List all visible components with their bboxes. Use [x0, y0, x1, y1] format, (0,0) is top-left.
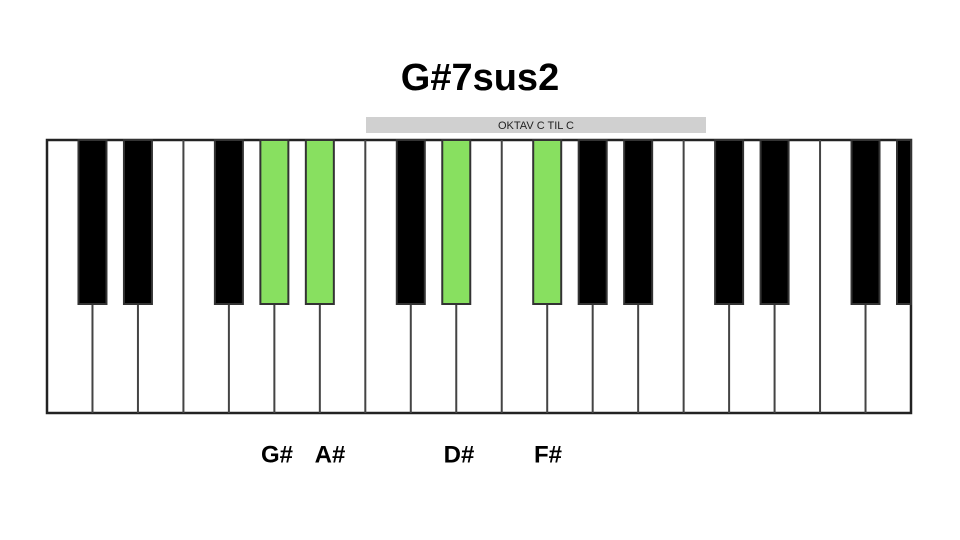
black-key — [213, 139, 244, 305]
black-key — [759, 139, 790, 305]
title: G#7sus2 — [401, 57, 559, 99]
octave-bar — [366, 117, 706, 133]
highlighted-black-key — [441, 139, 472, 305]
black-key — [577, 139, 608, 305]
highlighted-black-key — [304, 139, 335, 305]
black-key — [896, 139, 912, 305]
note-label: F# — [534, 441, 562, 468]
note-label: G# — [261, 441, 293, 468]
black-key — [395, 139, 426, 305]
black-key — [850, 139, 881, 305]
note-label: D# — [444, 441, 475, 468]
note-label: A# — [315, 441, 346, 468]
keyboard — [45, 138, 913, 415]
black-key — [623, 139, 654, 305]
octave-label: OKTAV C TIL C — [498, 120, 574, 132]
highlighted-black-key — [259, 139, 290, 305]
black-key — [122, 139, 153, 305]
black-key — [714, 139, 745, 305]
black-key — [77, 139, 108, 305]
highlighted-black-key — [532, 139, 563, 305]
